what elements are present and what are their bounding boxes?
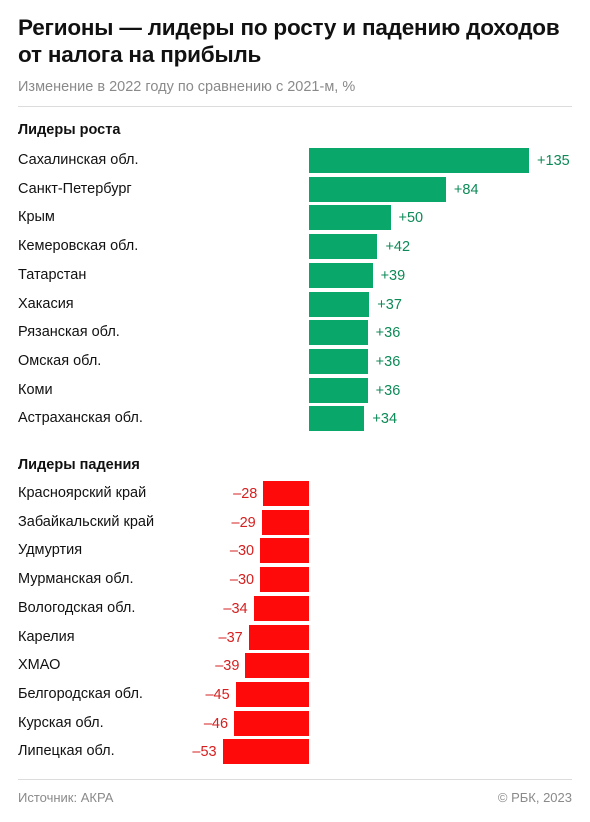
decline-bar: [260, 567, 309, 593]
value-label: –29: [231, 514, 256, 531]
bottom-divider: [18, 779, 572, 780]
growth-bar: [309, 406, 365, 432]
decline-bar: [253, 595, 309, 621]
value-label: +84: [453, 181, 479, 198]
category-label: Курская обл.: [18, 714, 104, 731]
category-label: Татарстан: [18, 266, 87, 283]
decline-bar: [222, 739, 309, 765]
source-note: Источник: АКРА: [18, 790, 114, 805]
value-label: –30: [229, 543, 255, 560]
growth-bar: [309, 320, 368, 346]
category-label: Коми: [18, 381, 53, 398]
value-label: +36: [375, 353, 401, 370]
category-label: Сахалинская обл.: [18, 152, 139, 168]
category-label: Забайкальский край: [18, 513, 155, 530]
decline-bar: [261, 509, 309, 535]
category-label: Рязанская обл.: [18, 324, 120, 341]
category-label: Удмуртия: [18, 542, 83, 559]
category-label: Белгородская обл.: [18, 685, 143, 702]
value-label: –34: [223, 600, 248, 617]
category-label: Хакасия: [18, 295, 74, 312]
value-label: +42: [385, 239, 411, 256]
growth-bar: [309, 205, 391, 231]
growth-bar: [309, 262, 373, 288]
category-label: Астраханская обл.: [18, 410, 143, 427]
top-divider: [18, 106, 572, 107]
value-label: –39: [215, 658, 240, 675]
category-label: Омская обл.: [18, 352, 102, 369]
decline-bar: [234, 710, 309, 736]
category-label: ХМАО: [18, 657, 61, 674]
category-label: Крым: [18, 209, 55, 226]
value-label: –37: [218, 629, 243, 646]
decline-bar: [248, 624, 309, 650]
category-label: Карелия: [18, 628, 75, 645]
category-label: Мурманская обл.: [18, 571, 134, 588]
growth-bar: [309, 377, 368, 403]
value-label: +36: [375, 382, 401, 399]
category-label: Красноярский край: [18, 485, 147, 501]
value-label: –30: [229, 572, 255, 589]
value-label: –45: [205, 686, 230, 703]
chart-subtitle: Изменение в 2022 году по сравнению с 202…: [18, 79, 356, 95]
growth-bar: [309, 291, 370, 317]
decline-bar: [263, 481, 309, 506]
value-label: +135: [537, 153, 570, 169]
category-label: Кемеровская обл.: [18, 238, 139, 255]
category-label: Вологодская обл.: [18, 599, 136, 616]
growth-bar: [309, 234, 378, 260]
growth-section-title: Лидеры роста: [18, 122, 121, 138]
value-label: +39: [380, 267, 406, 284]
category-label: Липецкая обл.: [18, 743, 115, 760]
growth-bar: [309, 348, 368, 374]
decline-section-title: Лидеры падения: [18, 457, 140, 473]
value-label: +50: [398, 210, 424, 227]
value-label: +34: [372, 411, 398, 428]
decline-bar: [245, 653, 309, 679]
value-label: –46: [203, 715, 229, 732]
chart-title: Регионы — лидеры по росту и падению дохо…: [18, 15, 560, 67]
value-label: –28: [233, 486, 258, 502]
copyright: © РБК, 2023: [497, 790, 572, 805]
decline-bar: [235, 681, 309, 707]
growth-bar: [309, 148, 530, 173]
category-label: Санкт-Петербург: [18, 180, 132, 197]
value-label: –53: [192, 744, 217, 761]
value-label: +37: [377, 296, 402, 313]
value-label: +36: [375, 325, 401, 342]
growth-bar: [309, 176, 446, 202]
decline-bar: [260, 538, 309, 564]
